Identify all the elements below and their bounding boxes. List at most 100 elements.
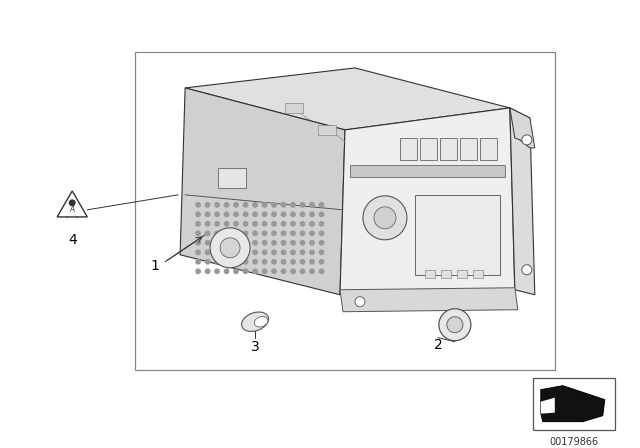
Circle shape: [262, 269, 267, 273]
Circle shape: [262, 250, 267, 254]
Circle shape: [205, 222, 210, 226]
Circle shape: [310, 269, 314, 273]
Circle shape: [291, 202, 295, 207]
Circle shape: [68, 199, 76, 207]
Bar: [457, 270, 467, 278]
Circle shape: [253, 202, 257, 207]
Bar: [425, 270, 435, 278]
Ellipse shape: [241, 312, 269, 332]
Circle shape: [196, 259, 200, 264]
Circle shape: [234, 241, 238, 245]
Polygon shape: [541, 386, 605, 422]
Circle shape: [215, 269, 220, 273]
Circle shape: [243, 231, 248, 236]
Circle shape: [215, 212, 220, 216]
Ellipse shape: [254, 316, 268, 327]
Circle shape: [262, 212, 267, 216]
Circle shape: [205, 269, 210, 273]
Circle shape: [300, 259, 305, 264]
Circle shape: [262, 231, 267, 236]
Circle shape: [272, 202, 276, 207]
Circle shape: [291, 231, 295, 236]
Circle shape: [234, 231, 238, 236]
Circle shape: [282, 269, 285, 273]
Bar: [473, 270, 483, 278]
Circle shape: [282, 222, 285, 226]
Circle shape: [282, 250, 285, 254]
Circle shape: [234, 222, 238, 226]
Circle shape: [225, 231, 228, 236]
Circle shape: [310, 231, 314, 236]
Text: A: A: [70, 205, 75, 214]
Circle shape: [253, 231, 257, 236]
Circle shape: [300, 241, 305, 245]
Text: 00179866: 00179866: [549, 437, 598, 447]
Polygon shape: [541, 398, 555, 414]
Circle shape: [234, 202, 238, 207]
Circle shape: [205, 231, 210, 236]
Bar: [400, 138, 417, 160]
Circle shape: [262, 241, 267, 245]
Circle shape: [253, 269, 257, 273]
Circle shape: [225, 212, 228, 216]
Circle shape: [310, 212, 314, 216]
Circle shape: [522, 265, 532, 275]
Circle shape: [319, 259, 324, 264]
Circle shape: [262, 222, 267, 226]
Circle shape: [300, 269, 305, 273]
Circle shape: [300, 222, 305, 226]
Circle shape: [196, 222, 200, 226]
Circle shape: [447, 317, 463, 333]
Circle shape: [253, 212, 257, 216]
Circle shape: [196, 212, 200, 216]
Circle shape: [272, 222, 276, 226]
Polygon shape: [340, 288, 518, 312]
Circle shape: [272, 241, 276, 245]
Circle shape: [262, 259, 267, 264]
Circle shape: [225, 250, 228, 254]
Circle shape: [272, 250, 276, 254]
Bar: [218, 168, 246, 188]
Circle shape: [272, 212, 276, 216]
Circle shape: [291, 250, 295, 254]
Circle shape: [291, 241, 295, 245]
Circle shape: [234, 269, 238, 273]
Circle shape: [319, 222, 324, 226]
Circle shape: [225, 202, 228, 207]
Circle shape: [300, 212, 305, 216]
Circle shape: [243, 269, 248, 273]
Circle shape: [243, 259, 248, 264]
Circle shape: [196, 241, 200, 245]
Circle shape: [291, 212, 295, 216]
Circle shape: [319, 250, 324, 254]
Text: 2: 2: [433, 338, 442, 352]
Circle shape: [243, 202, 248, 207]
Circle shape: [253, 250, 257, 254]
Bar: [420, 138, 437, 160]
Circle shape: [205, 259, 210, 264]
Circle shape: [300, 202, 305, 207]
Circle shape: [253, 222, 257, 226]
Circle shape: [196, 269, 200, 273]
Circle shape: [243, 241, 248, 245]
Polygon shape: [510, 108, 535, 148]
Circle shape: [319, 231, 324, 236]
Circle shape: [215, 231, 220, 236]
Circle shape: [522, 135, 532, 145]
Circle shape: [282, 231, 285, 236]
Circle shape: [205, 241, 210, 245]
Circle shape: [319, 241, 324, 245]
Bar: [440, 138, 457, 160]
Polygon shape: [510, 108, 535, 295]
Text: 3: 3: [251, 340, 259, 354]
Bar: [460, 138, 477, 160]
Circle shape: [196, 231, 200, 236]
Bar: [318, 125, 336, 135]
Circle shape: [205, 202, 210, 207]
Bar: [350, 165, 505, 177]
Circle shape: [300, 250, 305, 254]
Circle shape: [291, 269, 295, 273]
Text: 4: 4: [68, 233, 77, 247]
Circle shape: [300, 231, 305, 236]
Circle shape: [234, 250, 238, 254]
